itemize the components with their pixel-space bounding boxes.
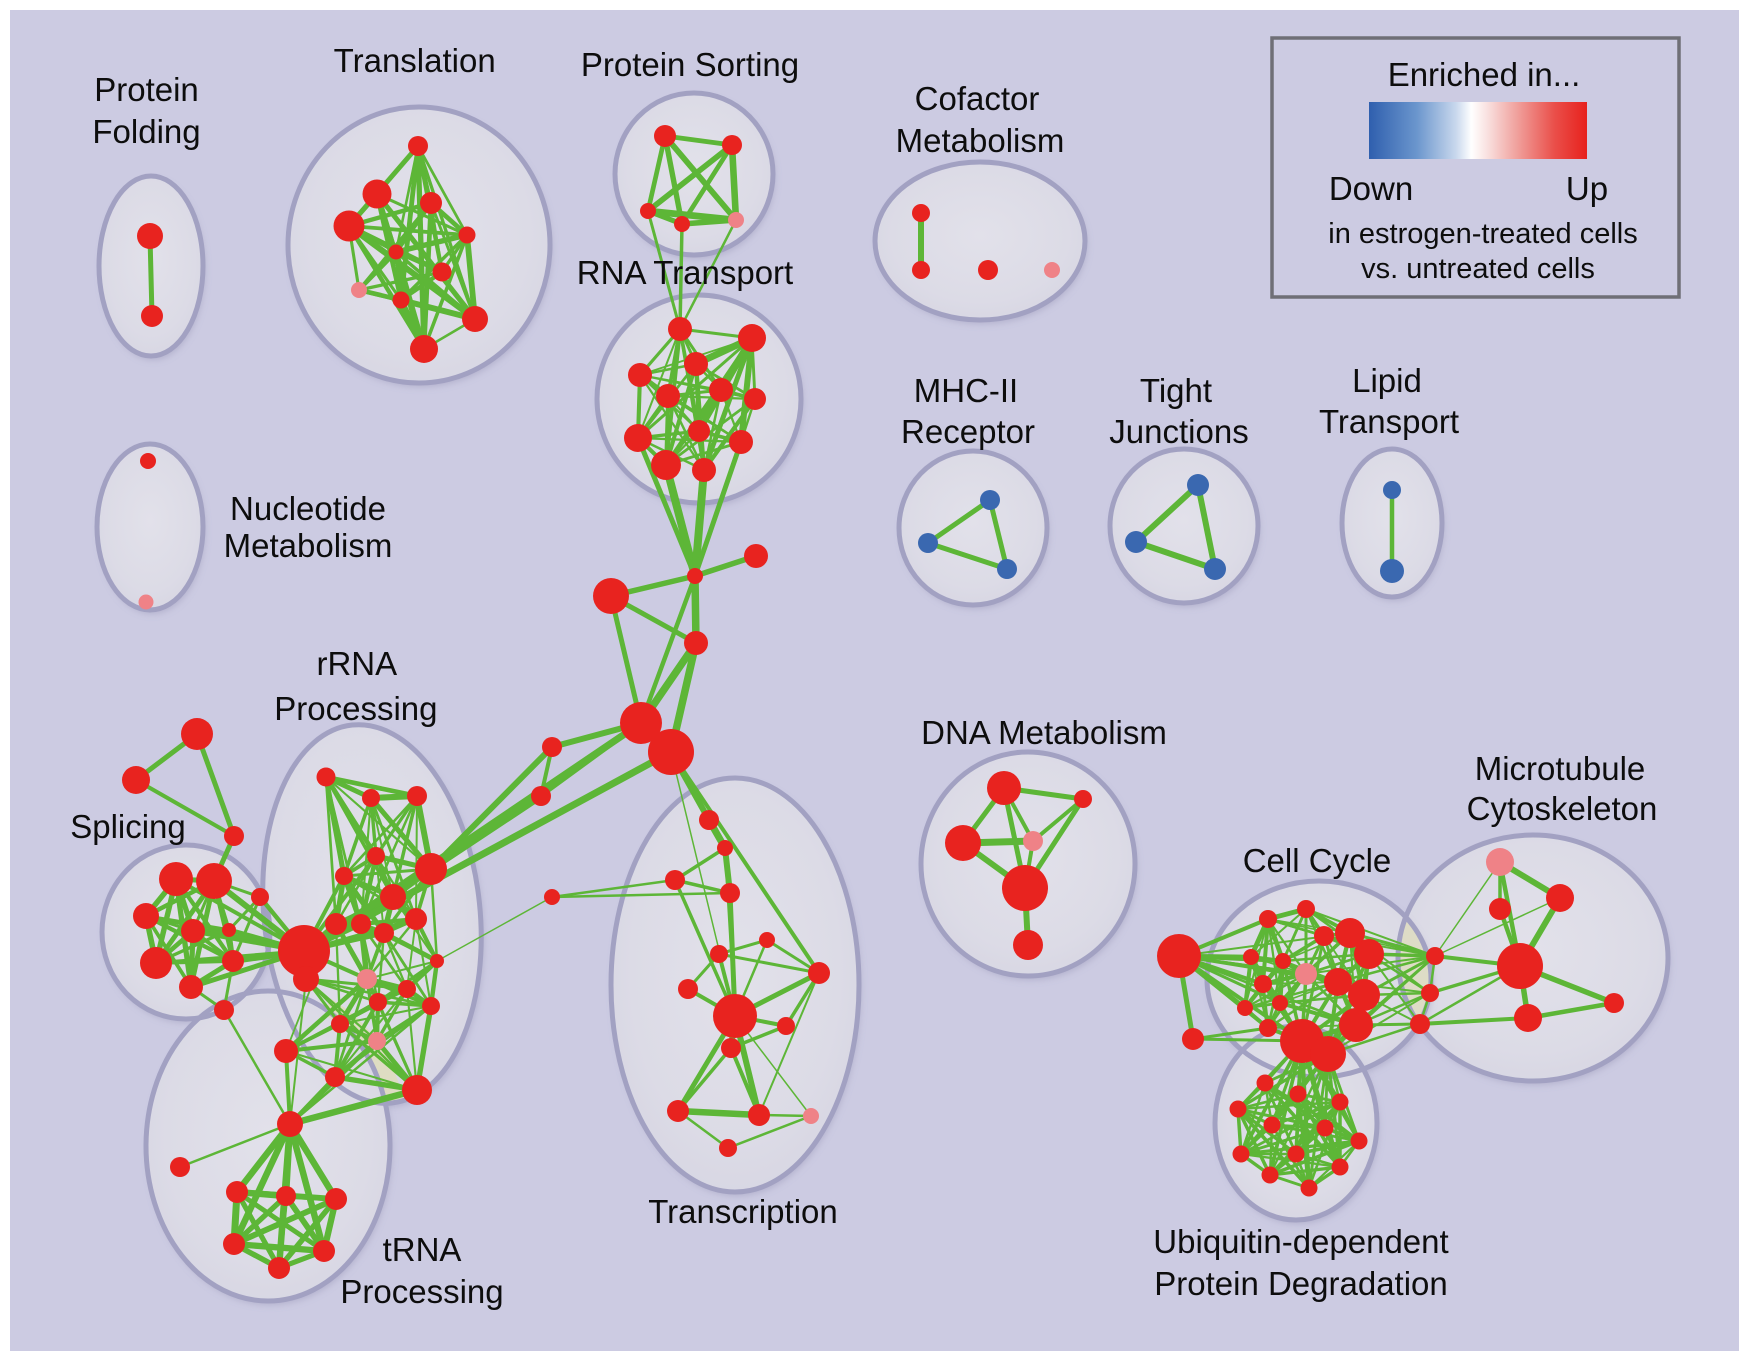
svg-text:DNA Metabolism: DNA Metabolism bbox=[921, 714, 1167, 751]
svg-text:Ubiquitin-dependent: Ubiquitin-dependent bbox=[1153, 1223, 1448, 1260]
svg-text:Nucleotide: Nucleotide bbox=[230, 490, 386, 527]
svg-text:MHC-II: MHC-II bbox=[914, 372, 1018, 409]
svg-text:Protein: Protein bbox=[94, 71, 199, 108]
svg-text:Transcription: Transcription bbox=[648, 1193, 838, 1230]
svg-text:Transport: Transport bbox=[1319, 403, 1459, 440]
svg-text:Down: Down bbox=[1329, 170, 1413, 207]
svg-text:Processing: Processing bbox=[340, 1273, 503, 1310]
svg-text:Enriched in...: Enriched in... bbox=[1388, 56, 1581, 93]
svg-text:Up: Up bbox=[1566, 170, 1608, 207]
svg-text:Folding: Folding bbox=[92, 113, 200, 150]
svg-text:RNA Transport: RNA Transport bbox=[577, 254, 793, 291]
svg-text:vs. untreated cells: vs. untreated cells bbox=[1361, 253, 1595, 285]
svg-text:Junctions: Junctions bbox=[1109, 413, 1248, 450]
svg-text:tRNA: tRNA bbox=[383, 1231, 462, 1268]
svg-text:Cytoskeleton: Cytoskeleton bbox=[1467, 790, 1658, 827]
svg-text:Lipid: Lipid bbox=[1352, 362, 1422, 399]
svg-text:in estrogen-treated cells: in estrogen-treated cells bbox=[1328, 218, 1638, 250]
svg-text:Splicing: Splicing bbox=[70, 808, 186, 845]
svg-text:Processing: Processing bbox=[274, 690, 437, 727]
svg-text:Cofactor: Cofactor bbox=[915, 80, 1040, 117]
svg-text:Protein Sorting: Protein Sorting bbox=[581, 46, 799, 83]
svg-text:Cell Cycle: Cell Cycle bbox=[1243, 842, 1392, 879]
svg-text:rRNA: rRNA bbox=[316, 645, 397, 682]
svg-text:Metabolism: Metabolism bbox=[224, 527, 393, 564]
svg-text:Metabolism: Metabolism bbox=[896, 122, 1065, 159]
svg-text:Translation: Translation bbox=[334, 42, 496, 79]
svg-text:Microtubule: Microtubule bbox=[1475, 750, 1646, 787]
svg-text:Tight: Tight bbox=[1140, 372, 1212, 409]
svg-text:Protein Degradation: Protein Degradation bbox=[1154, 1265, 1448, 1302]
svg-text:Receptor: Receptor bbox=[901, 413, 1035, 450]
